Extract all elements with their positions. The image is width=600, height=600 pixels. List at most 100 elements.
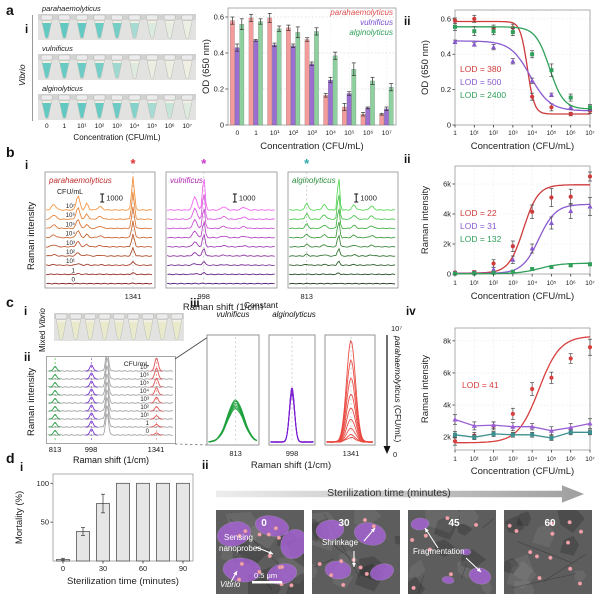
svg-text:Raman intensity: Raman intensity — [420, 355, 431, 423]
svg-text:10⁶: 10⁶ — [66, 212, 76, 219]
svg-text:Raman shift (1/cm): Raman shift (1/cm) — [251, 460, 331, 471]
svg-text:10³: 10³ — [66, 240, 75, 247]
panel-d-i-label: i — [20, 462, 24, 474]
conc-tick: 10² — [94, 123, 105, 130]
svg-text:10⁷: 10⁷ — [66, 203, 75, 210]
tube-photo-strip-parahaemolyticus — [38, 14, 196, 40]
svg-text:10³: 10³ — [508, 130, 518, 137]
svg-text:Concentration (CFU/mL): Concentration (CFU/mL) — [471, 141, 574, 152]
svg-text:10²: 10² — [66, 249, 75, 256]
cspec-tick-813: 813 — [48, 445, 62, 454]
bar-series-vulnificus — [234, 39, 389, 126]
spectra-vulnificus: * vulnificus 1000 998 — [165, 156, 278, 301]
panel-b-ii-label: ii — [404, 154, 411, 166]
conc-tick: 10⁴ — [129, 123, 140, 130]
svg-text:1: 1 — [453, 130, 457, 137]
svg-text:0.6: 0.6 — [214, 13, 224, 22]
svg-text:0.4: 0.4 — [441, 50, 451, 59]
svg-text:Shrinkage: Shrinkage — [322, 538, 359, 547]
svg-text:10⁷: 10⁷ — [585, 280, 595, 287]
mixed-prefix: Mixed — [38, 330, 47, 352]
svg-text:100: 100 — [36, 479, 49, 488]
raman-dose-response-chart: 0 2k 4k 6k LOD = 22 LOD = 31 LOD = 132 1 10¹ 10² 1… — [420, 165, 595, 302]
zoom-panel-parahaemolyticus: 1341 — [324, 334, 376, 458]
svg-text:30: 30 — [338, 518, 350, 529]
svg-text:10⁵: 10⁵ — [66, 221, 76, 228]
svg-text:10⁴: 10⁴ — [527, 130, 537, 137]
zoom-panel-vulnificus: 813 — [206, 334, 260, 458]
tube-concentration-axis-label: Concentration (CFU/mL) — [73, 133, 161, 142]
sem-image-60min: 60 — [504, 510, 592, 594]
panel-c-label: c — [6, 294, 14, 310]
svg-text:0: 0 — [235, 130, 239, 137]
svg-text:60: 60 — [139, 564, 147, 573]
strip-title-parahaemolyticus: parahaemolyticus — [42, 4, 101, 13]
zoom-species-alginolyticus: alginolyticus — [272, 310, 316, 319]
panel-a-i-label: i — [25, 24, 29, 36]
mixed-genus: Vibrio — [38, 308, 47, 329]
svg-text:10⁴: 10⁴ — [325, 130, 336, 137]
svg-text:0: 0 — [447, 121, 451, 130]
svg-text:10¹: 10¹ — [140, 413, 149, 419]
svg-text:0: 0 — [261, 518, 267, 529]
svg-text:Mortality (%): Mortality (%) — [14, 491, 25, 544]
svg-text:10⁶: 10⁶ — [140, 372, 150, 379]
panel-d-label: d — [6, 450, 15, 466]
svg-text:1000: 1000 — [239, 194, 256, 203]
svg-text:1341: 1341 — [343, 449, 360, 458]
svg-text:OD (650 nm): OD (650 nm) — [420, 40, 431, 95]
svg-text:0.2: 0.2 — [214, 85, 224, 94]
svg-text:LOD = 41: LOD = 41 — [462, 380, 499, 390]
svg-text:6k: 6k — [443, 180, 451, 189]
sem-image-30min: 30 Shrinkage — [312, 510, 400, 594]
svg-text:1000: 1000 — [106, 194, 123, 203]
conc-tick: 10⁷ — [182, 123, 193, 130]
tube-concentration-ticks: 0 1 10¹ 10² 10³ 10⁴ 10⁵ 10⁶ 10⁷ — [38, 123, 196, 132]
svg-text:10²: 10² — [489, 130, 499, 137]
svg-text:LOD = 31: LOD = 31 — [460, 221, 497, 231]
svg-text:10⁷: 10⁷ — [140, 364, 149, 371]
svg-text:nanoprobes: nanoprobes — [219, 544, 261, 553]
svg-text:998: 998 — [197, 292, 210, 301]
cspec-xlabel: Raman shift (1/cm) — [72, 455, 150, 465]
dose-series-constant-1 — [452, 414, 593, 436]
panel-b-label: b — [6, 144, 15, 160]
svg-text:alginolyticus: alginolyticus — [349, 28, 393, 37]
panel-c-iv-label: iv — [406, 306, 416, 318]
conc-tick: 10⁵ — [147, 123, 158, 130]
svg-text:10⁶: 10⁶ — [566, 280, 576, 287]
strip-title-vulnificus: vulnificus — [42, 44, 73, 53]
svg-text:10⁵: 10⁵ — [546, 130, 556, 137]
svg-text:0: 0 — [72, 277, 76, 284]
bar-series-parahaemolyticus — [230, 13, 385, 126]
svg-text:0.6: 0.6 — [441, 14, 451, 23]
svg-text:0: 0 — [61, 564, 65, 573]
svg-text:*: * — [304, 156, 310, 171]
svg-text:2k: 2k — [443, 240, 451, 249]
svg-text:10³: 10³ — [307, 130, 318, 137]
spectra-alginolyticus: * alginolyticus 1000 813 — [287, 156, 399, 301]
mixed-vibrio-label: Mixed Vibrio — [38, 308, 47, 352]
zoom-panel-alginolyticus: 998 — [268, 334, 316, 458]
svg-text:*: * — [130, 156, 136, 171]
svg-text:1000: 1000 — [360, 194, 377, 203]
svg-text:10⁴: 10⁴ — [527, 456, 537, 463]
svg-text:0: 0 — [146, 429, 150, 435]
banner-label: Sterilization time (minutes) — [327, 487, 451, 499]
svg-text:10¹: 10¹ — [270, 130, 281, 137]
svg-text:1: 1 — [146, 421, 150, 427]
cspec-tick-998: 998 — [84, 445, 98, 454]
svg-text:10⁵: 10⁵ — [546, 456, 556, 463]
svg-text:vulnificus: vulnificus — [170, 176, 203, 185]
svg-text:30: 30 — [99, 564, 107, 573]
svg-text:10⁴: 10⁴ — [140, 388, 150, 395]
conc-tick: 10³ — [112, 123, 122, 130]
arrow-label-species: parahaemolyticus — [393, 336, 404, 403]
panel-d-ii-label: ii — [202, 460, 209, 472]
svg-text:OD (650 nm): OD (650 nm) — [201, 39, 212, 94]
svg-text:10⁵: 10⁵ — [140, 380, 150, 387]
panel-a-label: a — [6, 2, 14, 18]
svg-text:10³: 10³ — [140, 397, 149, 403]
